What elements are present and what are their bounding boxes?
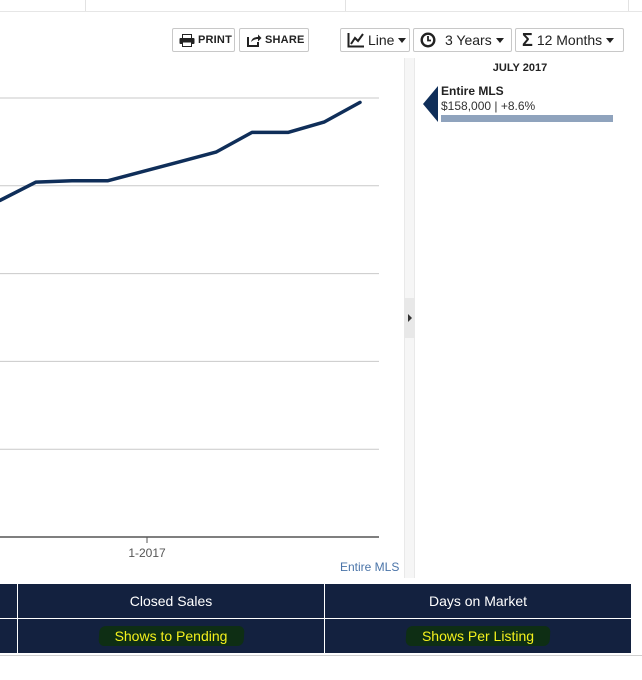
tab-divider (628, 0, 629, 11)
highlight-marker: Shows to Pending (99, 626, 244, 646)
metric-tab-closed-sales[interactable]: Closed Sales (129, 593, 213, 609)
metric-tab-shows-per-listing[interactable]: Shows Per Listing (325, 619, 631, 653)
row-divider (0, 618, 631, 619)
highlight-marker: Shows Per Listing (406, 626, 550, 646)
print-label: PRINT (198, 34, 232, 46)
tab-divider (345, 0, 346, 11)
top-tab-strip (0, 0, 642, 12)
legend-series-name[interactable]: Entire MLS (441, 84, 504, 98)
clock-icon (420, 32, 436, 48)
legend-pointer-icon (423, 86, 438, 122)
share-label: SHARE (265, 34, 305, 46)
time-range-dropdown[interactable]: 3 Years (413, 28, 512, 52)
bottom-divider (0, 655, 642, 656)
chart-area: 1-2017 (0, 56, 404, 578)
chevron-down-icon (495, 37, 504, 43)
printer-icon (179, 33, 195, 47)
print-button[interactable]: PRINT (172, 28, 235, 52)
chevron-down-icon (606, 37, 615, 43)
metric-tab-shows-to-pending[interactable]: Shows to Pending (18, 619, 324, 653)
legend-date: JULY 2017 (492, 62, 548, 74)
metrics-table: Closed Sales Days on Market Shows to Pen… (0, 584, 631, 653)
metric-label: Shows Per Listing (421, 628, 535, 644)
collapse-panel-button[interactable] (404, 298, 415, 338)
legend-value-bar (441, 115, 613, 122)
share-button[interactable]: SHARE (239, 28, 309, 52)
line-chart: 1-2017 (0, 97, 379, 560)
rolling-period-label: 12 Months (536, 32, 603, 48)
legend-value-bar-fill (441, 115, 613, 122)
legend-series-value: $158,000 | +8.6% (441, 99, 536, 113)
tab-divider (85, 0, 86, 11)
chart-gridlines (0, 97, 379, 450)
series-label: Entire MLS (340, 560, 400, 574)
chevron-down-icon (398, 37, 407, 43)
line-chart-icon (347, 32, 365, 48)
metric-label: Shows to Pending (114, 628, 228, 644)
series-line-entire-mls (0, 100, 362, 203)
chart-type-dropdown[interactable]: Line (340, 28, 410, 52)
chart-type-label: Line (368, 32, 395, 48)
time-range-label: 3 Years (445, 32, 492, 48)
x-tick-label: 1-2017 (128, 546, 166, 560)
share-icon (246, 33, 262, 47)
metric-tab-days-on-market[interactable]: Days on Market (428, 593, 528, 609)
rolling-period-dropdown[interactable]: Σ 12 Months (515, 28, 624, 52)
sigma-icon: Σ (522, 29, 533, 50)
chevron-right-icon (407, 314, 412, 322)
